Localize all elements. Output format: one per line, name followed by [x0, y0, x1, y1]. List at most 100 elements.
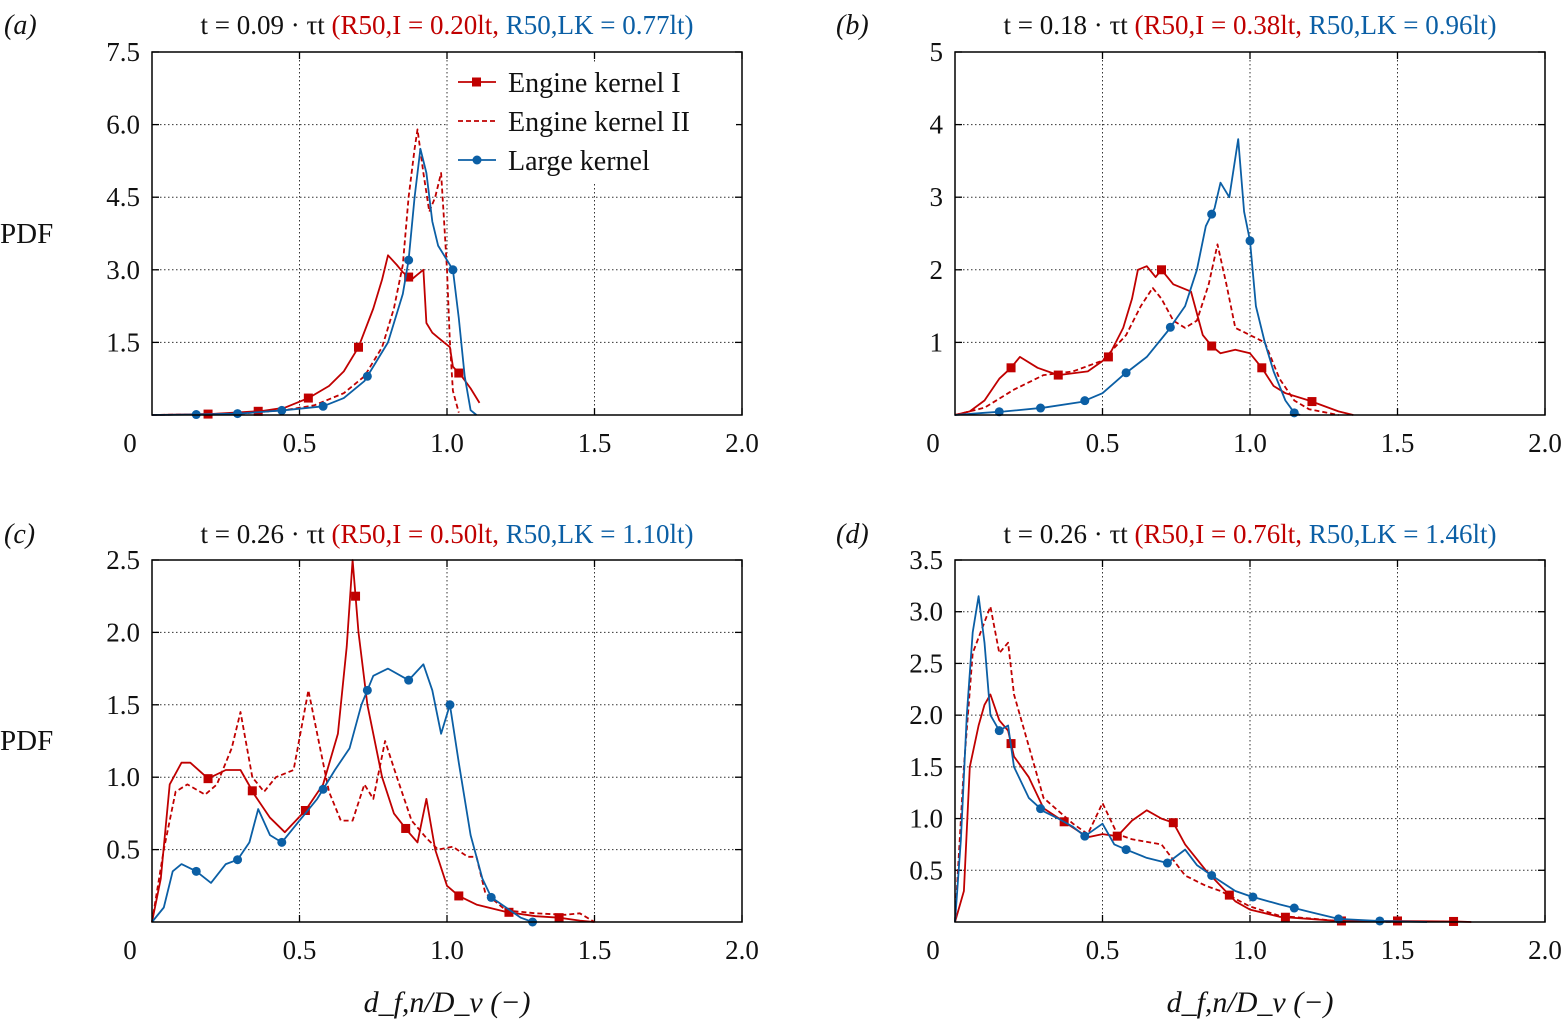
legend-label: Engine kernel II	[508, 107, 690, 138]
data-marker-circle	[277, 837, 287, 847]
series-line-engine_kernel_2	[151, 689, 595, 923]
series-line-large_kernel	[954, 595, 1428, 923]
panel-d: 0.5 1.0 1.5 2.0 0.5 1.0 1.5 2.0 2.5 3.0 3.5 0 (d) t =…	[836, 519, 1562, 965]
data-marker-circle	[1080, 396, 1090, 406]
y-tick-label: 0.5	[106, 835, 140, 865]
data-marker-circle	[994, 407, 1004, 417]
data-marker-circle	[1036, 804, 1046, 814]
y-axis-label-bottom: PDF	[0, 725, 53, 757]
data-marker-circle	[1375, 916, 1385, 926]
x-tick-label: 0.5	[1086, 935, 1120, 965]
data-marker-square	[404, 272, 414, 282]
data-marker-circle	[404, 675, 414, 685]
data-marker-circle	[318, 401, 328, 411]
data-marker-square	[300, 806, 310, 816]
legend-marker-square	[472, 77, 481, 87]
origin-tick-label: 0	[926, 428, 940, 458]
data-marker-square	[454, 368, 464, 378]
data-marker-circle	[1162, 858, 1172, 868]
origin-tick-label: 0	[123, 935, 137, 965]
y-tick-label: 6.0	[106, 110, 140, 140]
x-tick-label: 1.5	[1381, 935, 1415, 965]
data-marker-square	[1207, 341, 1217, 351]
data-marker-circle	[448, 265, 458, 275]
x-tick-label: 1.0	[1233, 428, 1267, 458]
y-tick-label: 2.5	[106, 545, 140, 575]
panel-b: 0.5 1.0 1.5 2.0 1 2 3 4 5 0 (b) t = 0.18 · τt (R50,…	[836, 10, 1562, 458]
data-marker-circle	[404, 255, 414, 265]
x-tick-label: 1.0	[1233, 935, 1267, 965]
panel-label: (c)	[4, 519, 35, 550]
data-marker-circle	[233, 409, 243, 419]
data-marker-square	[1257, 363, 1267, 373]
data-marker-circle	[1289, 903, 1299, 913]
y-tick-label: 2	[930, 255, 944, 285]
series-line-engine_kernel_2	[954, 605, 1398, 923]
data-marker-circle	[1248, 892, 1258, 902]
data-marker-square	[1224, 890, 1234, 900]
panel-a: 0.5 1.0 1.5 2.0 1.5 3.0 4.5 6.0 7.5 0 (a) t = 0.09 …	[4, 10, 759, 458]
origin-tick-label: 0	[926, 935, 940, 965]
data-marker-circle	[1334, 914, 1343, 924]
title-time: t = 0.09 · τt	[200, 10, 331, 40]
y-tick-label: 4	[930, 110, 944, 140]
legend-label: Large kernel	[508, 146, 650, 177]
plot-frame	[954, 559, 1546, 923]
data-marker-square	[1053, 370, 1063, 380]
x-tick-label: 0.5	[283, 935, 317, 965]
data-marker-circle	[1207, 870, 1217, 880]
y-tick-label: 2.0	[106, 617, 140, 647]
data-marker-square	[401, 823, 411, 833]
x-axis-label-left: d_f,n/D_v (−)	[364, 986, 531, 1019]
data-marker-square	[1006, 363, 1016, 373]
y-tick-label: 1.0	[909, 804, 943, 834]
data-marker-circle	[445, 700, 455, 710]
x-tick-label: 1.5	[578, 428, 612, 458]
x-tick-label: 2.0	[725, 428, 759, 458]
data-marker-square	[504, 907, 514, 917]
x-tick-label: 1.5	[1381, 428, 1415, 458]
y-tick-label: 3.5	[909, 545, 943, 575]
title-time: t = 0.18 · τt	[1003, 10, 1134, 40]
panel-label: (d)	[836, 519, 869, 550]
legend: Engine kernel I Engine kernel II Large ker…	[448, 62, 736, 182]
series-line-engine_kernel_1	[151, 559, 595, 923]
y-tick-label: 1.5	[909, 752, 943, 782]
title-radius-engine: (R50,I = 0.38lt,	[1135, 10, 1309, 40]
title-radius-engine: (R50,I = 0.20lt,	[332, 10, 506, 40]
plot-frame	[151, 51, 743, 416]
data-marker-square	[1103, 352, 1113, 362]
y-tick-label: 1.5	[106, 690, 140, 720]
y-tick-label: 3.0	[909, 597, 943, 627]
y-tick-label: 1.0	[106, 762, 140, 792]
legend-marker-circle	[472, 155, 482, 165]
panel-label: (b)	[836, 10, 869, 41]
y-tick-label: 4.5	[106, 182, 140, 212]
title-radius-large: R50,LK = 1.46lt)	[1309, 519, 1497, 549]
data-marker-square	[303, 393, 313, 403]
series-line-engine_kernel_1	[954, 693, 1472, 923]
panel-title: t = 0.18 · τt (R50,I = 0.38lt, R50,LK = …	[1003, 10, 1496, 40]
x-tick-label: 1.0	[430, 935, 464, 965]
y-tick-label: 1.5	[106, 327, 140, 357]
data-marker-circle	[1121, 845, 1131, 855]
data-marker-circle	[1036, 403, 1046, 413]
data-marker-circle	[318, 784, 328, 794]
data-marker-circle	[1207, 209, 1217, 219]
title-time: t = 0.26 · τt	[200, 519, 331, 549]
x-tick-label: 2.0	[1528, 935, 1562, 965]
series-line-engine_kernel_1	[954, 265, 1354, 416]
data-marker-circle	[1165, 322, 1175, 332]
data-marker-square	[354, 342, 363, 352]
x-axis-label-right: d_f,n/D_v (−)	[1167, 986, 1334, 1019]
panel-label: (a)	[4, 10, 37, 41]
plot-frame	[151, 559, 743, 923]
panel-title: t = 0.26 · τt (R50,I = 0.50lt, R50,LK = …	[200, 519, 693, 549]
plot-frame	[954, 51, 1546, 416]
data-marker-circle	[277, 405, 287, 415]
data-marker-circle	[1121, 368, 1131, 378]
data-marker-square	[454, 891, 464, 901]
title-radius-large: R50,LK = 0.96lt)	[1309, 10, 1497, 40]
data-marker-circle	[1080, 831, 1090, 841]
